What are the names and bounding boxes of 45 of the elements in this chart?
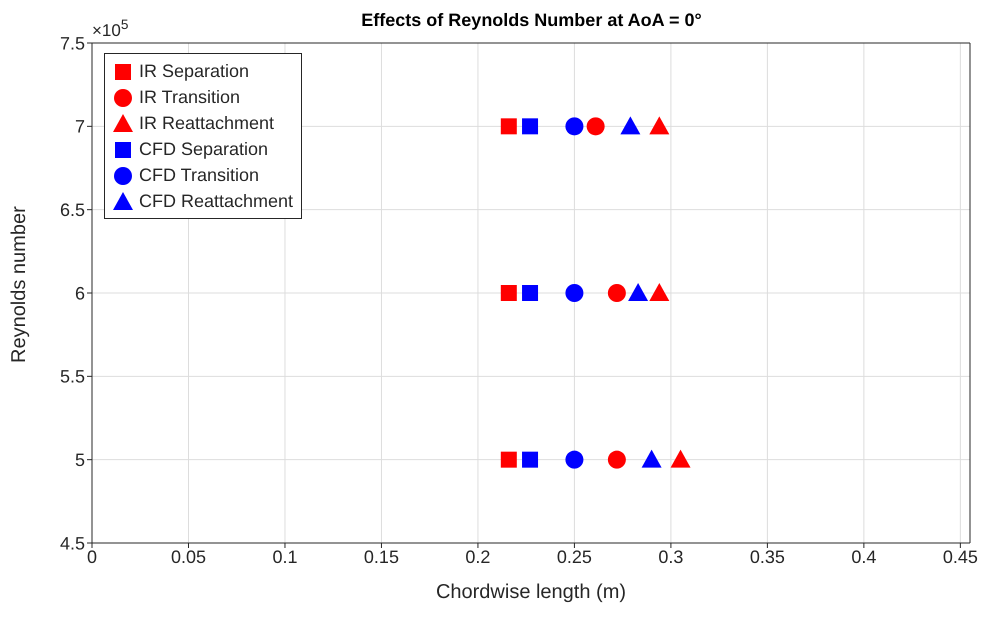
legend-label: IR Separation xyxy=(138,60,250,83)
legend-label: IR Reattachment xyxy=(138,112,276,135)
legend-label: IR Transition xyxy=(138,86,242,109)
y-tick-label: 4.5 xyxy=(60,533,85,554)
point xyxy=(565,117,584,136)
point xyxy=(620,116,640,134)
x-tick-label: 0.2 xyxy=(465,546,490,567)
x-tick-label: 0.25 xyxy=(556,546,592,567)
y-tick-label: 5 xyxy=(74,450,85,470)
x-tick-label: 0 xyxy=(86,546,98,567)
y-tick-label: 6.5 xyxy=(60,200,85,220)
x-tick-label: 0.1 xyxy=(272,546,298,567)
point xyxy=(649,283,670,301)
text: ×10$^{5}$ xyxy=(92,16,128,40)
y-tick-label: 6 xyxy=(74,283,85,304)
point xyxy=(586,117,605,136)
point xyxy=(500,118,517,134)
point xyxy=(565,284,584,302)
point xyxy=(608,284,626,302)
legend-label: CFD Separation xyxy=(138,138,270,161)
point xyxy=(522,452,538,468)
point xyxy=(500,285,517,301)
legend-label: CFD Reattachment xyxy=(138,190,294,213)
point xyxy=(670,450,691,468)
x-tick-label: 0.3 xyxy=(658,546,684,567)
x-tick-label: 0.15 xyxy=(364,546,399,567)
x-tick-label: 0.05 xyxy=(170,546,206,567)
legend-label: CFD Transition xyxy=(138,164,260,187)
point xyxy=(565,450,584,469)
chart-title: Effects of Reynolds Number at AoA = 0° xyxy=(361,10,702,30)
x-tick-label: 0.4 xyxy=(851,546,876,567)
point xyxy=(500,452,517,468)
point xyxy=(522,118,538,134)
y-tick-label: 7 xyxy=(74,116,85,137)
y-tick-label: 7.5 xyxy=(60,33,85,54)
point xyxy=(642,450,662,468)
y-tick-label: 5.5 xyxy=(60,366,85,387)
x-axis-title: Chordwise length (m) xyxy=(436,581,626,603)
point xyxy=(649,116,670,134)
x-tick-label: 0.45 xyxy=(942,546,978,567)
point xyxy=(628,283,648,301)
point xyxy=(608,450,626,469)
point xyxy=(522,285,538,301)
y-axis-title: Reynolds number xyxy=(8,206,30,363)
x-tick-label: 0.35 xyxy=(750,546,785,567)
